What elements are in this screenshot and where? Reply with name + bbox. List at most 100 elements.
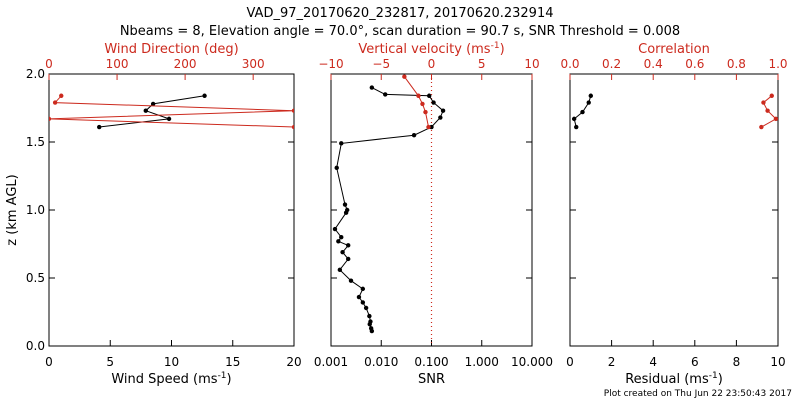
data-point <box>761 100 766 105</box>
x-bottom-tick-label: 0 <box>45 355 53 369</box>
data-point <box>339 235 344 240</box>
x-bottom-axis-label: Wind Speed (ms-1) <box>111 371 231 387</box>
x-top-tick-label: 0.6 <box>685 57 704 71</box>
data-point <box>340 249 345 255</box>
data-point <box>143 108 148 113</box>
data-point <box>765 108 770 113</box>
x-top-tick-label: 0 <box>428 57 436 71</box>
data-point <box>383 92 388 97</box>
data-point <box>356 294 362 300</box>
data-point <box>97 124 102 130</box>
figure-title-line1: VAD_97_20170620_232817, 20170620.232914 <box>247 6 554 21</box>
data-point <box>588 93 593 98</box>
y-axis-label: z (km AGL) <box>5 174 20 245</box>
data-point <box>402 74 407 79</box>
x-top-tick-label: 0.8 <box>727 57 746 71</box>
plot-credit: Plot created on Thu Jun 22 23:50:43 2017 <box>604 389 792 399</box>
data-point <box>416 93 421 98</box>
x-top-tick-label: 10 <box>524 57 539 71</box>
y-tick-label: 2.0 <box>26 67 45 81</box>
series-bottom-axis <box>97 93 207 130</box>
data-point <box>334 165 339 171</box>
data-point <box>332 226 338 232</box>
x-top-tick-label: 0.2 <box>602 57 621 71</box>
x-top-tick-label: 1.0 <box>768 57 787 71</box>
x-top-tick-label: 5 <box>478 57 486 71</box>
data-point <box>337 267 343 273</box>
data-point <box>291 124 294 130</box>
series-bottom-axis <box>332 85 446 334</box>
data-point <box>426 124 431 130</box>
x-top-tick-label: 200 <box>174 57 197 71</box>
data-point <box>429 124 434 130</box>
x-bottom-tick-label: 0.001 <box>314 355 348 369</box>
data-point <box>431 100 436 105</box>
x-top-tick-label: −5 <box>372 57 390 71</box>
data-point <box>49 116 52 122</box>
x-bottom-tick-label: 1.000 <box>465 355 499 369</box>
x-bottom-tick-label: 0.100 <box>414 355 448 369</box>
panel-wind: 0.0 0.5 1.0 1.5 2.0 z (km AGL) 0 5 10 15 20 Wind Sp… <box>5 42 302 387</box>
panel-snr: 0.001 0.010 0.100 1.000 10.000 SNR −10 −5 0 5 10 Ve… <box>314 41 553 387</box>
x-bottom-tick-label: 5 <box>106 355 114 369</box>
x-top-tick-label: 0.0 <box>560 57 579 71</box>
data-point <box>360 286 366 292</box>
x-bottom-tick-label: 10.000 <box>511 355 553 369</box>
data-point <box>759 124 764 130</box>
data-point <box>150 101 156 107</box>
x-bottom-tick-label: 8 <box>733 355 741 369</box>
data-point <box>360 300 366 305</box>
x-top-tick-label: 0.4 <box>644 57 663 71</box>
x-top-tick-label: −10 <box>318 57 343 71</box>
data-point <box>342 202 348 207</box>
data-point <box>369 328 375 334</box>
data-point <box>291 108 294 113</box>
series-line <box>49 95 294 128</box>
data-point <box>369 85 375 90</box>
data-point <box>769 93 774 98</box>
data-point <box>411 133 417 138</box>
y-tick-label: 1.5 <box>26 135 45 149</box>
data-point <box>580 109 585 115</box>
x-bottom-tick-label: 0.010 <box>364 355 398 369</box>
x-bottom-tick-label: 10 <box>770 355 785 369</box>
data-point <box>336 239 341 244</box>
data-point <box>427 93 432 98</box>
x-top-axis-label: Vertical velocity (ms-1) <box>358 41 504 57</box>
data-point <box>202 93 207 98</box>
x-top-tick-label: 300 <box>242 57 265 71</box>
data-point <box>346 256 351 262</box>
figure-title-line2: Nbeams = 8, Elevation angle = 70.0°, sca… <box>120 24 680 39</box>
x-bottom-tick-label: 6 <box>691 355 699 369</box>
data-point <box>571 116 577 122</box>
y-tick-label: 0.0 <box>26 339 45 353</box>
data-point <box>773 116 778 122</box>
x-bottom-tick-label: 20 <box>286 355 301 369</box>
x-bottom-tick-label: 0 <box>566 355 574 369</box>
data-point <box>339 141 344 146</box>
data-point <box>438 115 443 120</box>
x-bottom-tick-label: 15 <box>225 355 240 369</box>
x-top-tick-label: 100 <box>106 57 129 71</box>
y-tick-label: 0.5 <box>26 271 45 285</box>
data-point <box>166 116 172 122</box>
data-point <box>52 100 58 105</box>
series-top-axis <box>402 74 431 130</box>
data-point <box>346 243 351 248</box>
data-point <box>367 322 372 327</box>
data-point <box>586 100 591 105</box>
series-top-axis <box>49 93 294 130</box>
x-bottom-axis-label: SNR <box>418 372 445 387</box>
x-bottom-tick-label: 2 <box>608 355 616 369</box>
data-point <box>367 313 372 319</box>
data-point <box>348 278 354 283</box>
data-point <box>574 124 579 130</box>
series-bottom-axis <box>571 93 593 130</box>
x-bottom-tick-label: 4 <box>649 355 657 369</box>
x-bottom-tick-label: 10 <box>164 355 179 369</box>
data-point <box>363 305 369 311</box>
data-point <box>420 101 425 107</box>
